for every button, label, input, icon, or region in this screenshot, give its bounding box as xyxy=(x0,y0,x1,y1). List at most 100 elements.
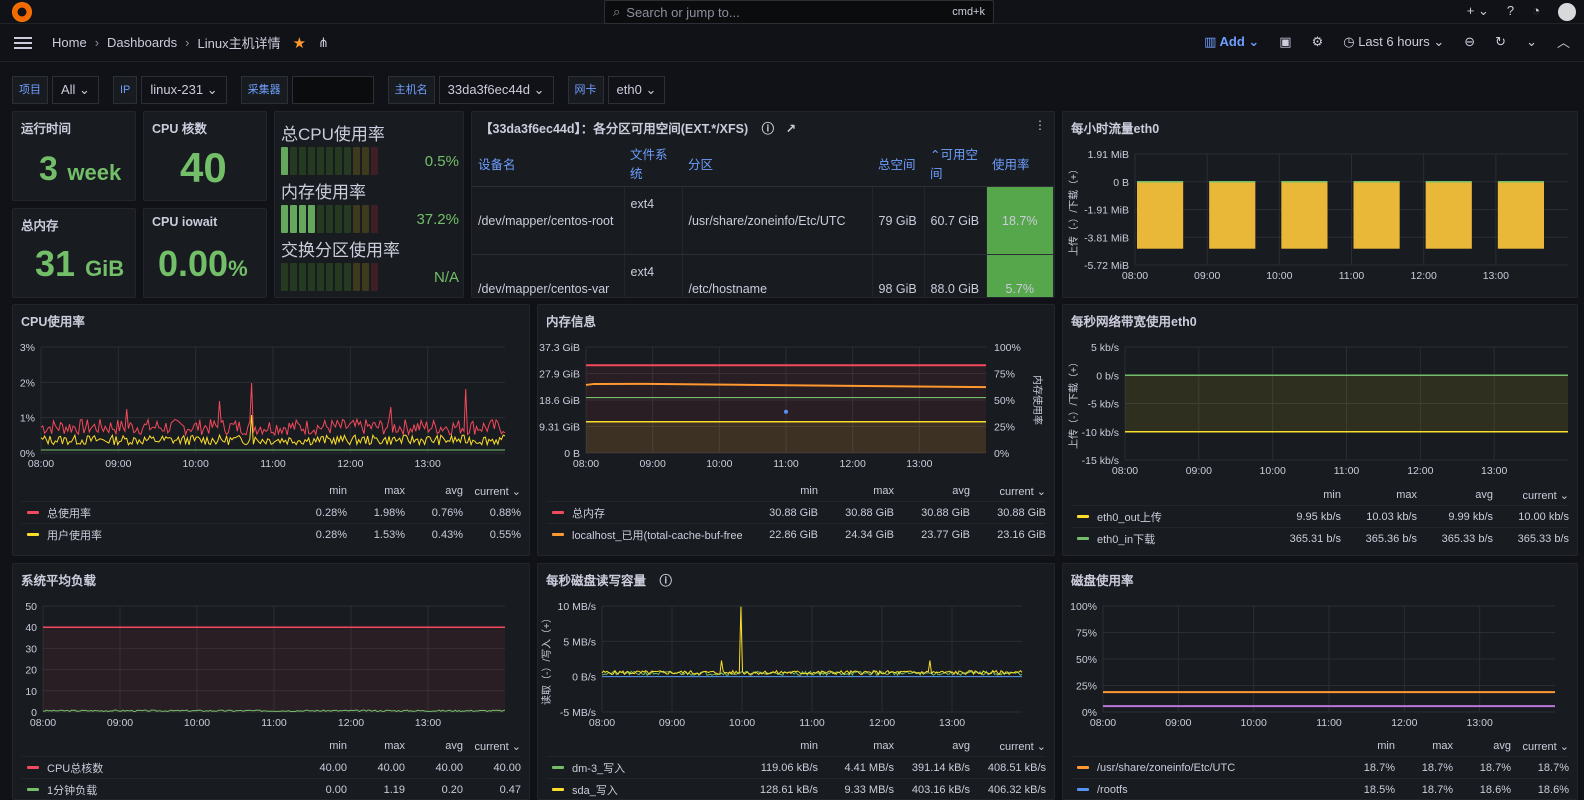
legend-series-name[interactable]: 总使用率 xyxy=(47,507,91,520)
legend-row[interactable]: eth0_out上传 9.95 kb/s 10.03 kb/s 9.99 kb/s 10… xyxy=(1071,505,1569,527)
legend-sort-current[interactable]: current ⌄ xyxy=(474,740,521,753)
legend-row[interactable]: sda_写入 128.61 kB/s 9.33 MB/s 403.16 kB/s 406… xyxy=(546,778,1046,799)
area-yellow xyxy=(586,421,986,453)
legend-swatch xyxy=(552,511,564,514)
search-input[interactable]: ⌕ Search or jump to... cmd+k xyxy=(604,0,994,24)
legend-series-name[interactable]: dm-3_写入 xyxy=(572,762,626,775)
gauge-cell xyxy=(326,263,333,291)
legend-sort-avg[interactable]: avg xyxy=(445,740,463,752)
var-select-project[interactable]: All ⌄ xyxy=(52,76,99,104)
share-icon[interactable]: ⋔ xyxy=(318,34,329,50)
legend-row[interactable]: 用户使用率 0.28% 1.53% 0.43% 0.55% xyxy=(21,523,521,545)
dashboard-toolbar: ▥ Add ⌄ ▣ ⚙ ◷ Last 6 hours ⌄ ⊖ ↻ ⌄ ︿ xyxy=(1204,32,1570,51)
legend-sort-max[interactable]: max xyxy=(384,740,405,752)
legend-value-min: 0.28% xyxy=(315,528,347,541)
legend-value-min: 18.7% xyxy=(1363,761,1395,774)
new-plus-icon[interactable]: + ⌄ xyxy=(1466,3,1489,18)
legend-row[interactable]: eth0_in下载 365.31 b/s 365.36 b/s 365.33 b/s 3… xyxy=(1071,527,1569,549)
legend-sort-max[interactable]: max xyxy=(1432,740,1453,752)
th-device[interactable]: 设备名 xyxy=(472,140,624,187)
legend-series-name[interactable]: 用户使用率 xyxy=(47,529,102,542)
th-usage[interactable]: 使用率 xyxy=(986,140,1054,187)
var-select-ip[interactable]: linux-231 ⌄ xyxy=(141,76,227,104)
legend-series-name[interactable]: CPU总核数 xyxy=(47,762,104,775)
legend-series-name[interactable]: /rootfs xyxy=(1097,783,1128,796)
news-rss-icon[interactable]: ◔ xyxy=(1532,3,1540,18)
legend-sort-min[interactable]: min xyxy=(800,740,818,752)
legend-sort-min[interactable]: min xyxy=(1377,740,1395,752)
legend-sort-current[interactable]: current ⌄ xyxy=(474,485,521,498)
legend-series-name[interactable]: eth0_out上传 xyxy=(1097,511,1162,524)
th-partition[interactable]: 分区 xyxy=(682,140,872,187)
y-tick-label: -3.81 MiB xyxy=(1084,232,1129,244)
x-tick-label: 08:00 xyxy=(28,458,54,470)
legend-series-name[interactable]: 总内存 xyxy=(572,507,605,520)
legend-series-name[interactable]: localhost_已用(total-cache-buf-free) xyxy=(572,529,742,542)
legend-sort-max[interactable]: max xyxy=(1396,489,1417,501)
var-select-hostname[interactable]: 33da3f6ec44d ⌄ xyxy=(438,76,554,104)
legend-sort-current[interactable]: current ⌄ xyxy=(1522,740,1569,753)
legend-sort-current[interactable]: current ⌄ xyxy=(1522,489,1569,502)
gauge-cell xyxy=(353,147,360,175)
collapse-chevron-icon[interactable]: ︿ xyxy=(1556,35,1570,50)
menu-icon[interactable] xyxy=(14,36,32,49)
legend-row[interactable]: CPU总核数 40.00 40.00 40.00 40.00 xyxy=(21,756,521,778)
th-available[interactable]: ⌃可用空间 xyxy=(924,140,986,187)
var-select-nic[interactable]: eth0 ⌄ xyxy=(607,76,666,104)
legend-value-current: 18.6% xyxy=(1537,783,1569,796)
x-tick-label: 10:00 xyxy=(729,717,755,729)
external-link-icon[interactable]: ↗ xyxy=(785,122,797,136)
legend-sort-avg[interactable]: avg xyxy=(1493,740,1511,752)
var-select-collector[interactable] xyxy=(291,76,374,104)
legend-sort-min[interactable]: min xyxy=(329,485,347,497)
avatar[interactable] xyxy=(1558,3,1576,21)
legend-sort-current[interactable]: current ⌄ xyxy=(999,485,1046,498)
legend-row[interactable]: /rootfs 18.5% 18.7% 18.6% 18.6% xyxy=(1071,778,1569,799)
th-total[interactable]: 总空间 xyxy=(872,140,924,187)
refresh-icon[interactable]: ↻ xyxy=(1495,33,1507,49)
info-icon[interactable]: ⓘ xyxy=(761,122,775,136)
grafana-logo-icon[interactable] xyxy=(12,2,32,22)
legend-sort-max[interactable]: max xyxy=(873,740,894,752)
legend-row[interactable]: 1分钟负载 0.00 1.19 0.20 0.47 xyxy=(21,778,521,799)
add-button[interactable]: ▥ Add ⌄ xyxy=(1204,33,1260,49)
legend-row[interactable]: /usr/share/zoneinfo/Etc/UTC 18.7% 18.7% 18.… xyxy=(1071,756,1569,778)
star-icon[interactable]: ★ xyxy=(292,34,307,52)
panel-menu-icon[interactable]: ⋮ xyxy=(1034,118,1046,132)
breadcrumb-home[interactable]: Home xyxy=(52,35,87,50)
settings-gear-icon[interactable]: ⚙ xyxy=(1311,33,1324,49)
legend-sort-max[interactable]: max xyxy=(873,485,894,497)
legend-sort-avg[interactable]: avg xyxy=(952,485,970,497)
help-icon[interactable]: ? xyxy=(1506,3,1515,18)
legend-series-name[interactable]: eth0_in下载 xyxy=(1097,533,1156,546)
disk-io-chart: 10 MB/s 5 MB/s 0 B/s -5 MB/s08:00 09:00 10:00… xyxy=(540,601,1023,729)
x-tick-label: 11:00 xyxy=(261,717,287,729)
legend-row[interactable]: dm-3_写入 119.06 kB/s 4.41 MB/s 391.14 kB/s 40… xyxy=(546,756,1046,778)
y-tick-label: 5 kb/s xyxy=(1091,342,1119,354)
legend-sort-min[interactable]: min xyxy=(329,740,347,752)
zoom-out-icon[interactable]: ⊖ xyxy=(1464,33,1476,49)
legend-row[interactable]: localhost_已用(total-cache-buf-free) 22.86 … xyxy=(546,523,1046,545)
th-fs[interactable]: 文件系统 xyxy=(624,140,682,187)
legend-sort-min[interactable]: min xyxy=(800,485,818,497)
time-picker[interactable]: ◷ Last 6 hours ⌄ xyxy=(1343,33,1445,49)
legend-sort-min[interactable]: min xyxy=(1323,489,1341,501)
legend-series-name[interactable]: /usr/share/zoneinfo/Etc/UTC xyxy=(1097,761,1236,774)
legend-sort-max[interactable]: max xyxy=(384,485,405,497)
info-icon[interactable]: ⓘ xyxy=(659,574,673,588)
save-icon[interactable]: ▣ xyxy=(1279,33,1292,49)
gauge-cell xyxy=(290,147,297,175)
refresh-interval-chevron-icon[interactable]: ⌄ xyxy=(1526,33,1537,49)
legend-sort-avg[interactable]: avg xyxy=(952,740,970,752)
legend-sort-avg[interactable]: avg xyxy=(1475,489,1493,501)
x-tick-label: 12:00 xyxy=(869,717,895,729)
legend-series-name[interactable]: sda_写入 xyxy=(572,784,618,797)
legend-sort-current[interactable]: current ⌄ xyxy=(999,740,1046,753)
breadcrumb-dashboards[interactable]: Dashboards xyxy=(107,35,178,50)
legend-row[interactable]: 总内存 30.88 GiB 30.88 GiB 30.88 GiB 30.88 GiB xyxy=(546,501,1046,523)
legend-series-name[interactable]: 1分钟负载 xyxy=(47,784,98,797)
gauge-cell xyxy=(371,147,378,175)
legend-sort-avg[interactable]: avg xyxy=(445,485,463,497)
legend-row[interactable]: 总使用率 0.28% 1.98% 0.76% 0.88% xyxy=(21,501,521,523)
legend-value-min: 18.5% xyxy=(1363,783,1395,796)
